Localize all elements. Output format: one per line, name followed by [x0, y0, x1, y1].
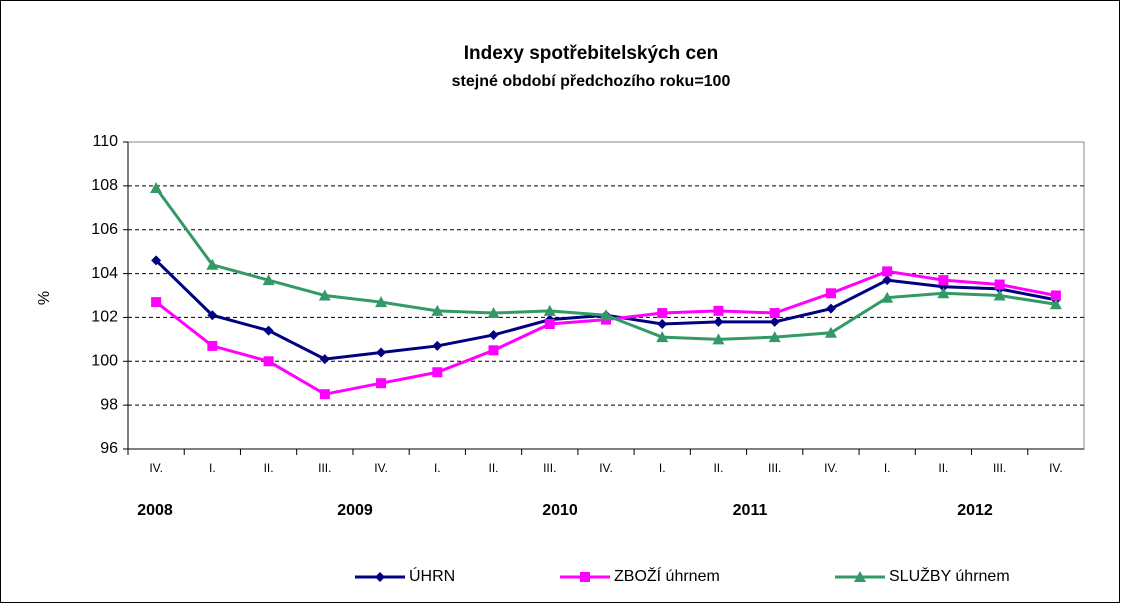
y-tick-label: 104: [91, 265, 118, 282]
x-tick-label: II.: [264, 461, 274, 475]
y-tick-label: 106: [91, 221, 118, 238]
year-label: 2011: [733, 502, 768, 519]
data-point: [376, 378, 387, 389]
x-tick-label: III.: [768, 461, 781, 475]
data-point: [151, 297, 162, 308]
x-tick-label: III.: [543, 461, 556, 475]
data-point: [1049, 298, 1062, 310]
data-point: [262, 274, 275, 286]
year-label: 2009: [337, 502, 373, 519]
data-point: [431, 304, 444, 316]
data-point: [825, 303, 836, 314]
data-point: [375, 296, 388, 308]
data-point: [319, 354, 330, 365]
data-point: [769, 308, 780, 319]
data-point: [207, 340, 218, 351]
x-tick-label: II.: [713, 461, 723, 475]
y-tick-label: 100: [91, 353, 118, 370]
data-point: [993, 289, 1006, 301]
data-point: [600, 309, 612, 321]
y-tick-label: 96: [100, 440, 118, 457]
x-tick-label: IV.: [149, 461, 163, 475]
data-point: [151, 255, 162, 266]
legend-marker: [375, 572, 385, 582]
data-point: [938, 275, 949, 286]
y-tick-label: 108: [91, 177, 118, 194]
data-point: [376, 347, 387, 358]
data-point: [825, 288, 836, 299]
legend-label: ÚHRN: [409, 566, 455, 585]
data-point: [432, 367, 443, 378]
x-tick-label: IV.: [374, 461, 388, 475]
y-tick-label: 110: [92, 133, 118, 150]
data-point: [882, 266, 893, 277]
data-point: [937, 287, 950, 299]
data-point: [713, 305, 724, 316]
data-point: [657, 308, 668, 319]
y-tick-label: 98: [100, 396, 118, 413]
data-point: [1050, 290, 1061, 301]
data-point: [824, 326, 837, 338]
x-tick-label: II.: [489, 461, 499, 475]
data-point: [544, 319, 555, 330]
year-label: 2010: [542, 502, 578, 519]
year-label: 2008: [137, 502, 173, 519]
data-point: [656, 331, 669, 343]
data-point: [488, 329, 499, 340]
data-point: [488, 345, 499, 356]
data-point: [882, 275, 893, 286]
data-point: [263, 325, 274, 336]
legend-marker: [854, 571, 866, 582]
data-point: [206, 258, 219, 270]
data-point: [318, 289, 331, 301]
x-tick-label: I.: [659, 461, 666, 475]
data-point: [768, 331, 781, 343]
legend-marker: [580, 572, 590, 582]
data-point: [543, 304, 556, 316]
x-tick-label: I.: [884, 461, 891, 475]
chart-subtitle: stejné období předchozího roku=100: [452, 73, 731, 90]
data-point: [207, 310, 218, 321]
data-point: [713, 316, 724, 327]
x-tick-label: II.: [938, 461, 948, 475]
data-point: [319, 389, 330, 400]
data-point: [881, 291, 894, 303]
data-point: [712, 333, 725, 345]
x-tick-label: I.: [209, 461, 216, 475]
chart-title: Indexy spotřebitelských cen: [464, 43, 719, 64]
x-tick-label: IV.: [599, 461, 613, 475]
data-point: [263, 356, 274, 367]
data-point: [432, 340, 443, 351]
data-point: [657, 319, 668, 330]
legend-label: SLUŽBY úhrnem: [889, 566, 1010, 585]
year-label: 2012: [957, 502, 993, 519]
data-point: [994, 279, 1005, 290]
legend-label: ZBOŽÍ úhrnem: [614, 566, 720, 585]
x-tick-label: IV.: [1049, 461, 1063, 475]
x-tick-label: I.: [434, 461, 441, 475]
y-axis-label: %: [36, 291, 53, 305]
y-tick-label: 102: [91, 309, 118, 326]
x-tick-label: III.: [318, 461, 331, 475]
data-point: [769, 316, 780, 327]
data-point: [150, 182, 163, 194]
data-point: [487, 307, 500, 319]
x-tick-label: III.: [993, 461, 1006, 475]
x-tick-label: IV.: [824, 461, 838, 475]
